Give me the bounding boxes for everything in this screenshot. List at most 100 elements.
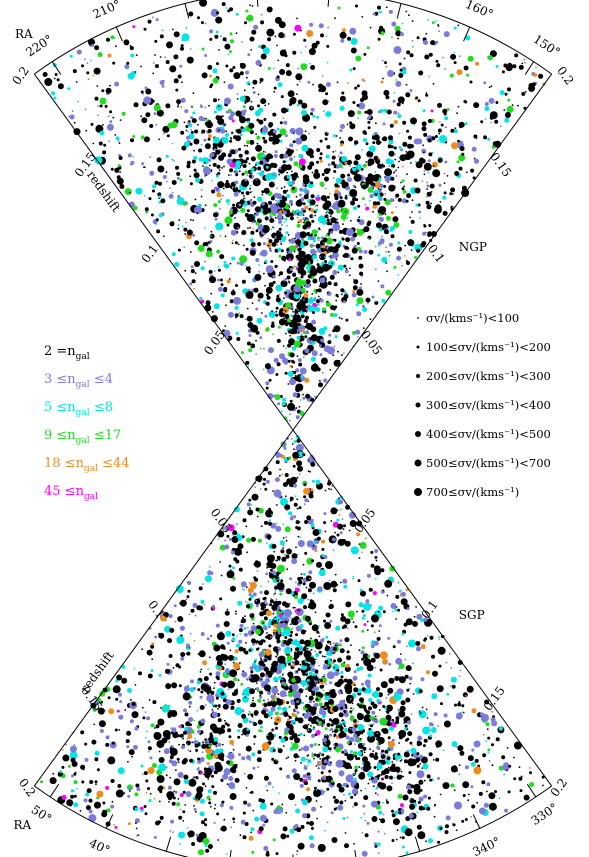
ngp-group-point [336,209,341,214]
sgp-group-point [260,585,262,588]
ngp-group-point [216,62,219,66]
ngp-group-point [279,240,282,243]
ngp-group-point [341,28,346,33]
ngp-group-point [221,136,229,144]
ngp-group-point [325,237,333,245]
ngp-group-point [207,64,213,70]
ngp-group-point [437,140,439,142]
ngp-group-point [385,250,388,253]
sgp-group-point [437,776,440,780]
sgp-group-point [275,759,278,762]
sgp-group-point [257,538,262,543]
ngp-group-point [324,200,332,208]
ngp-group-point [173,160,176,162]
sgp-group-point [285,539,288,542]
sgp-group-point [52,772,55,775]
sgp-group-point [322,746,329,753]
sgp-group-point [412,620,418,627]
ngp-group-point [218,154,225,161]
ngp-group-point [450,128,455,133]
sgp-group-point [358,704,363,709]
sgp-group-point [258,729,262,733]
ngp-group-point [217,171,221,175]
ngp-group-point [190,265,194,269]
sgp-group-point [178,831,186,839]
ngp-group-point [278,219,282,224]
ngp-group-point [422,109,426,113]
sgp-group-point [507,790,511,794]
ngp-group-point [306,30,314,37]
sgp-group-point [309,716,313,720]
sgp-group-point [382,658,388,665]
sgp-group-point [484,699,490,705]
ngp-group-point [305,266,309,270]
ngp-group-point [173,31,180,38]
sgp-group-point [249,712,252,715]
ngp-group-point [404,244,407,247]
sgp-group-point [350,644,352,646]
sgp-group-point [287,635,290,637]
sgp-group-point [185,721,191,727]
ngp-group-point [409,53,414,58]
ngp-group-point [301,280,307,286]
sgp-group-point [330,658,333,661]
ngp-group-point [431,136,436,141]
sgp-group-point [238,646,244,652]
ngp-group-point [271,241,277,247]
sgp-group-point [265,572,269,576]
ngp-group-point [77,100,79,103]
sgp-group-point [323,582,332,590]
sgp-group-point [59,770,63,774]
ngp-group-point [189,48,192,50]
ngp-group-point [295,137,303,145]
sgp-group-point [357,720,359,723]
sgp-group-point [179,733,184,738]
sgp-group-point [373,730,381,738]
sgp-group-point [300,629,306,635]
sgp-group-point [339,713,343,717]
sgp-group-point [284,495,287,498]
ngp-group-point [210,230,213,233]
ngp-group-point [154,64,159,69]
ngp-group-point [254,273,262,281]
sgp-group-point [275,522,278,525]
ngp-group-point [225,199,230,203]
sgp-group-point [437,646,446,655]
ngp-group-point [321,371,324,374]
ngp-group-point [132,135,136,138]
ngp-group-point [425,92,428,94]
ngp-group-point [307,297,314,304]
ngp-group-point [211,189,216,194]
ngp-group-point [365,161,368,163]
ngp-group-point [123,39,130,46]
sgp-group-point [275,852,279,856]
ngp-group-point [69,114,75,120]
sgp-group-point [394,766,401,773]
ngp-group-point [428,224,432,227]
sgp-group-point [147,787,150,791]
ngp-group-point [379,238,385,244]
sgp-group-point [200,599,205,604]
ngp-group-point [316,148,321,152]
ngp-group-point [298,193,302,197]
ngp-group-point [263,272,265,275]
ngp-group-point [294,293,297,296]
sgp-group-point [328,603,334,609]
ngp-group-point [140,115,143,118]
ngp-group-point [231,131,234,134]
ngp-group-point [308,48,316,56]
sgp-group-point [136,787,141,792]
sgp-group-point [189,723,192,727]
ngp-group-point [258,171,264,177]
ngp-group-point [284,371,288,375]
sgp-group-point [242,518,247,523]
sgp-group-point [265,509,274,518]
ngp-group-point [366,150,374,158]
sgp-group-point [523,794,530,801]
ngp-group-point [176,171,181,176]
ngp-group-point [407,239,415,247]
sgp-group-point [280,833,287,840]
ngp-group-point [332,307,336,311]
sgp-group-point [143,805,147,808]
sgp-group-point [266,632,268,634]
